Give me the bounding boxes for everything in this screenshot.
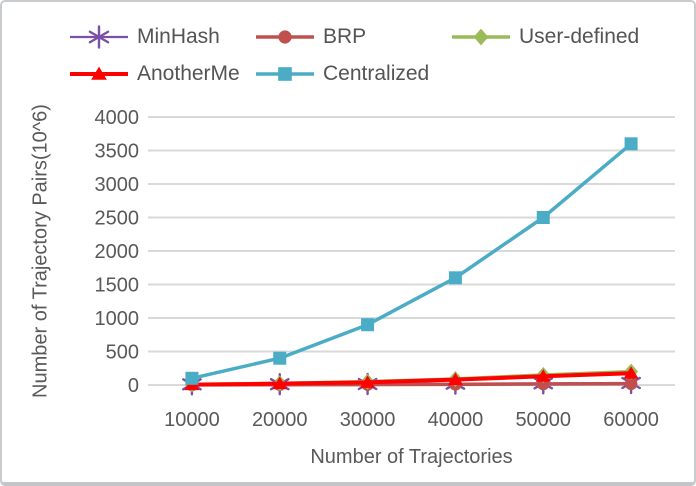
legend-swatch-anotherme-triangle-icon <box>70 66 128 80</box>
legend-item-centralized: Centralized <box>256 62 429 86</box>
legend-item-minhash: MinHash <box>70 25 220 49</box>
series-centralized <box>185 137 638 385</box>
svg-text:3500: 3500 <box>95 141 140 163</box>
svg-text:3000: 3000 <box>95 174 140 196</box>
legend-label: Centralized <box>323 62 430 85</box>
y-axis-title: Number of Trajectory Pairs(10^6) <box>29 104 52 398</box>
svg-text:2000: 2000 <box>95 241 140 263</box>
gridlines <box>148 116 675 386</box>
legend-item-brp: BRP <box>256 25 366 49</box>
svg-text:50000: 50000 <box>515 409 571 431</box>
legend-label: MinHash <box>137 25 220 48</box>
series-anotherme <box>184 366 639 391</box>
svg-text:0: 0 <box>128 375 139 397</box>
legend-item-anotherme: AnotherMe <box>70 62 240 86</box>
legend-swatch-minhash-asterisk-icon <box>70 25 128 49</box>
svg-text:500: 500 <box>106 342 139 364</box>
x-axis-title: Number of Trajectories <box>310 446 513 468</box>
legend-label: AnotherMe <box>137 62 240 85</box>
legend-label: BRP <box>323 25 367 48</box>
x-axis-tick-labels: 10000 20000 30000 40000 50000 60000 <box>164 409 659 431</box>
legend-item-user-defined: User-defined <box>452 25 639 49</box>
svg-text:1500: 1500 <box>95 275 140 297</box>
legend-swatch-brp-circle-icon <box>256 30 314 44</box>
legend-swatch-user-defined-diamond-icon <box>452 28 510 46</box>
y-axis-tick-labels: 0 500 1000 1500 2000 2500 3000 3500 4000 <box>95 107 140 397</box>
svg-text:30000: 30000 <box>340 409 396 431</box>
svg-text:20000: 20000 <box>252 409 308 431</box>
legend-label: User-defined <box>519 25 640 48</box>
svg-text:10000: 10000 <box>164 409 220 431</box>
series-user-defined <box>184 363 639 393</box>
svg-text:1000: 1000 <box>95 308 140 330</box>
legend-swatch-centralized-square-icon <box>256 67 314 81</box>
svg-text:4000: 4000 <box>95 107 140 129</box>
svg-text:2500: 2500 <box>95 208 140 230</box>
svg-text:60000: 60000 <box>603 409 659 431</box>
svg-text:40000: 40000 <box>428 409 484 431</box>
